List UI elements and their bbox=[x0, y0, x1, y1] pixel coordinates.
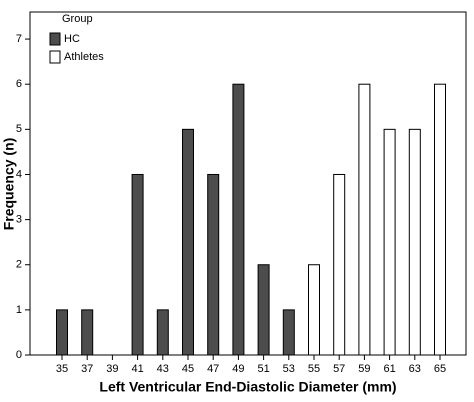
x-tick-label: 51 bbox=[257, 363, 269, 375]
x-tick-label: 41 bbox=[131, 363, 143, 375]
bar bbox=[282, 309, 295, 356]
x-tick-label: 37 bbox=[81, 363, 93, 375]
bar bbox=[81, 309, 94, 356]
y-tick-label: 4 bbox=[16, 168, 22, 180]
y-tick-label: 3 bbox=[16, 214, 22, 226]
legend-label: HC bbox=[64, 33, 80, 45]
y-axis-title: Frequency (n) bbox=[1, 138, 17, 231]
legend-swatch bbox=[49, 50, 61, 64]
bar bbox=[257, 264, 270, 356]
x-tick-label: 55 bbox=[308, 363, 320, 375]
plot-area bbox=[29, 11, 467, 356]
x-tick-label: 61 bbox=[383, 363, 395, 375]
x-tick-label: 63 bbox=[409, 363, 421, 375]
bar bbox=[434, 83, 446, 356]
y-tick-label: 1 bbox=[16, 304, 22, 316]
legend-swatch bbox=[49, 32, 61, 46]
bar bbox=[358, 83, 371, 356]
bar bbox=[131, 173, 144, 356]
bar bbox=[232, 83, 245, 356]
bar bbox=[207, 173, 220, 356]
y-tick-label: 2 bbox=[16, 259, 22, 271]
x-tick-label: 43 bbox=[157, 363, 169, 375]
y-tick-label: 0 bbox=[16, 349, 22, 361]
y-tick-label: 7 bbox=[16, 33, 22, 45]
bar bbox=[383, 128, 396, 356]
x-tick-label: 45 bbox=[182, 363, 194, 375]
legend-label: Athletes bbox=[64, 51, 104, 63]
bar bbox=[182, 128, 194, 356]
bar bbox=[56, 309, 68, 356]
x-tick-label: 35 bbox=[56, 363, 68, 375]
legend-title: Group bbox=[62, 13, 93, 25]
x-tick-label: 57 bbox=[333, 363, 345, 375]
bar bbox=[408, 128, 421, 356]
bar bbox=[333, 173, 346, 356]
x-tick-label: 47 bbox=[207, 363, 219, 375]
x-tick-label: 65 bbox=[434, 363, 446, 375]
x-axis-title: Left Ventricular End-Diastolic Diameter … bbox=[99, 379, 396, 395]
x-tick-label: 53 bbox=[283, 363, 295, 375]
y-tick-label: 6 bbox=[16, 78, 22, 90]
x-tick-label: 59 bbox=[358, 363, 370, 375]
y-tick-label: 5 bbox=[16, 123, 22, 135]
x-tick-label: 39 bbox=[106, 363, 118, 375]
x-tick-label: 49 bbox=[232, 363, 244, 375]
bar bbox=[156, 309, 169, 356]
bar bbox=[308, 264, 320, 356]
